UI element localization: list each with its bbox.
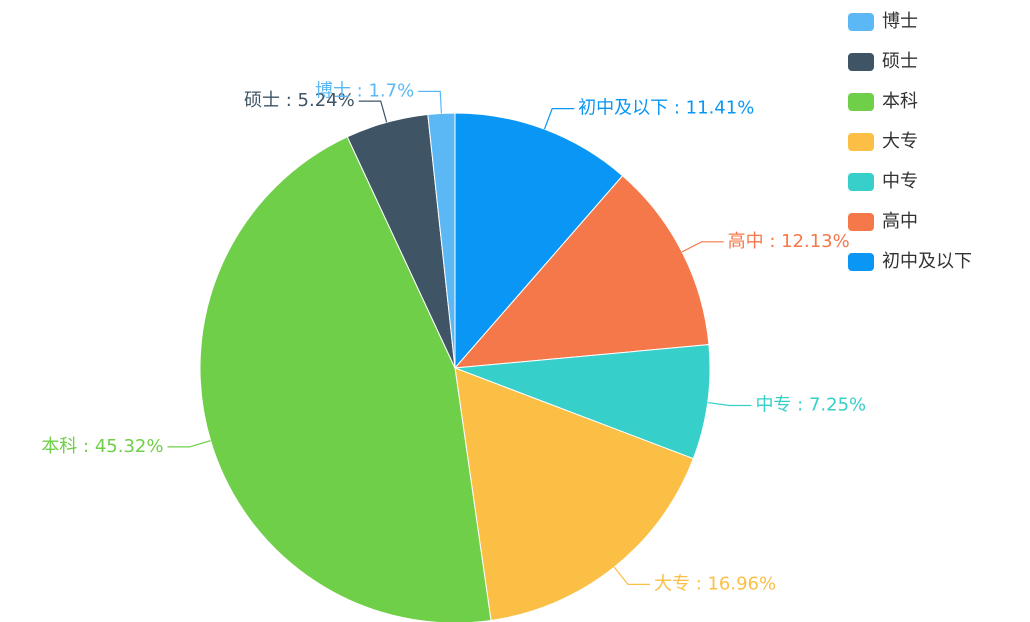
data-label: 高中 : 12.13% xyxy=(728,231,850,252)
data-label: 中专 : 7.25% xyxy=(755,395,866,416)
leader-line xyxy=(707,401,752,407)
legend-swatch xyxy=(848,173,874,191)
data-label: 初中及以下 : 11.41% xyxy=(578,98,754,119)
leader-line xyxy=(613,566,650,585)
leader-line xyxy=(358,100,388,123)
pie-slice xyxy=(453,175,710,369)
data-label: 本科 : 45.32% xyxy=(41,436,163,457)
pie-slice xyxy=(454,367,694,622)
legend-swatch xyxy=(848,133,874,151)
legend-swatch xyxy=(848,53,874,71)
legend-label: 本科 xyxy=(882,91,918,112)
pie-slice xyxy=(454,112,624,370)
legend-label: 中专 xyxy=(882,171,918,192)
legend-label: 硕士 xyxy=(882,51,918,72)
leader-line xyxy=(543,108,575,130)
legend-label: 高中 xyxy=(882,211,918,232)
legend-swatch xyxy=(848,213,874,231)
pie-slice xyxy=(199,136,492,622)
data-label: 大专 : 16.96% xyxy=(654,573,776,594)
legend-label: 博士 xyxy=(882,11,918,32)
pie-slice xyxy=(427,112,456,369)
legend-swatch xyxy=(848,253,874,271)
leader-line xyxy=(167,440,211,448)
legend-label: 初中及以下 xyxy=(882,251,972,272)
legend-swatch xyxy=(848,13,874,31)
pie-slice xyxy=(454,344,711,460)
leader-line xyxy=(418,90,442,114)
leader-line xyxy=(681,241,724,253)
data-label: 博士 : 1.7% xyxy=(315,80,414,101)
legend-label: 大专 xyxy=(882,131,918,152)
legend-swatch xyxy=(848,93,874,111)
data-label: 硕士 : 5.24% xyxy=(244,90,355,111)
